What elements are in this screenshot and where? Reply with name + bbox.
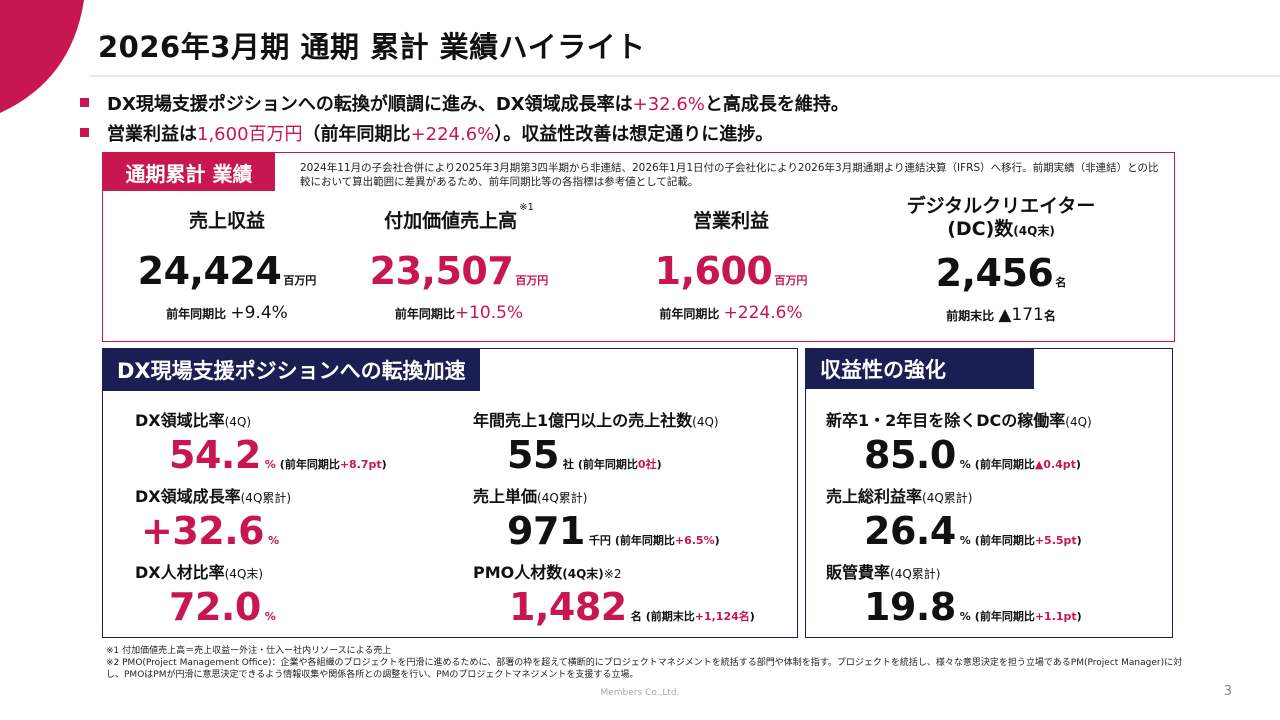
metric-dx-talent-ratio: DX人材比率(4Q末) 72.0%: [135, 563, 276, 629]
metric-utilization: 新卒1・2年目を除くDCの稼働率(4Q) 85.0% (前年同期比▲0.4pt): [826, 411, 1092, 477]
kpi-digital-creators: デジタルクリエイター (DC)数(4Q末) 2,456 名 前期末比 ▲171名: [891, 193, 1111, 325]
kpi-value-added-sales: 付加価値売上高 ※1 23,507 百万円 前年同期比+10.5%: [349, 202, 569, 323]
kpi-title: 売上収益: [188, 210, 265, 232]
kpi-revenue: 売上収益 24,424 百万円 前年同期比 +9.4%: [117, 203, 337, 323]
bullet-2: 営業利益は1,600百万円（前年同期比+224.6%）。収益性改善は想定通りに進…: [80, 120, 773, 146]
title-divider: [90, 75, 1280, 77]
metric-dx-ratio: DX領域比率(4Q) 54.2% (前年同期比+8.7pt): [135, 411, 387, 477]
footnotes: ※1 付加価値売上高＝売上収益ー外注・仕入ー社内リソースによる売上 ※2 PMO…: [106, 645, 1186, 681]
kpi-value: 1,600: [654, 249, 773, 293]
dx-panel-label: DX現場支援ポジションへの転換加速: [103, 349, 480, 391]
kpi-title: 付加価値売上高 ※1: [384, 202, 534, 232]
kpi-operating-profit: 営業利益 1,600 百万円 前年同期比 +224.6%: [621, 203, 841, 323]
kpi-value: 24,424: [137, 249, 282, 293]
bullet-marker: [80, 128, 89, 137]
annual-results-note: 2024年11月の子会社合併により2025年3月期第3四半期から非連結、2026…: [300, 162, 1159, 188]
page-title: 2026年3月期 通期 累計 業績ハイライト: [98, 30, 646, 64]
annual-results-box: 通期累計 業績 2024年11月の子会社合併により2025年3月期第3四半期から…: [102, 152, 1175, 342]
metric-large-clients: 年間売上1億円以上の売上社数(4Q) 55 社 (前年同期比0社): [473, 411, 719, 477]
metric-pmo-talent: PMO人材数(4Q末)※2 1,482 名 (前期末比+1,124名): [473, 563, 755, 629]
kpi-value: 2,456: [935, 251, 1054, 295]
footer-company: Members Co.,Ltd.: [600, 688, 680, 698]
metric-unit-price: 売上単価(4Q累計) 971 千円 (前年同期比+6.5%): [473, 487, 720, 553]
annual-results-label: 通期累計 業績: [103, 153, 275, 191]
profit-panel-label: 収益性の強化: [806, 349, 1034, 389]
bullet-1: DX現場支援ポジションへの転換が順調に進み、DX領域成長率は+32.6%と高成長…: [80, 90, 849, 116]
profit-panel: 収益性の強化 新卒1・2年目を除くDCの稼働率(4Q) 85.0% (前年同期比▲…: [805, 348, 1173, 638]
page-number: 3: [1223, 684, 1232, 699]
metric-dx-growth: DX領域成長率(4Q累計) +32.6%: [135, 487, 292, 553]
kpi-title: 営業利益: [692, 210, 769, 232]
kpi-title: デジタルクリエイター (DC)数(4Q末): [906, 195, 1096, 240]
kpi-value: 23,507: [369, 249, 514, 293]
metric-gross-margin: 売上総利益率(4Q累計) 26.4% (前年同期比+5.5pt): [826, 487, 1082, 553]
dx-panel: DX現場支援ポジションへの転換加速 DX領域比率(4Q) 54.2% (前年同期比…: [102, 348, 798, 638]
footnote-1: ※1 付加価値売上高＝売上収益ー外注・仕入ー社内リソースによる売上: [106, 646, 392, 656]
metric-sga-ratio: 販管費率(4Q累計) 19.8% (前年同期比+1.1pt): [826, 563, 1082, 629]
footnote-2: ※2 PMO(Project Management Office)：企業や各組織…: [106, 658, 1183, 680]
corner-decoration: [0, 0, 90, 115]
bullet-marker: [80, 98, 89, 107]
